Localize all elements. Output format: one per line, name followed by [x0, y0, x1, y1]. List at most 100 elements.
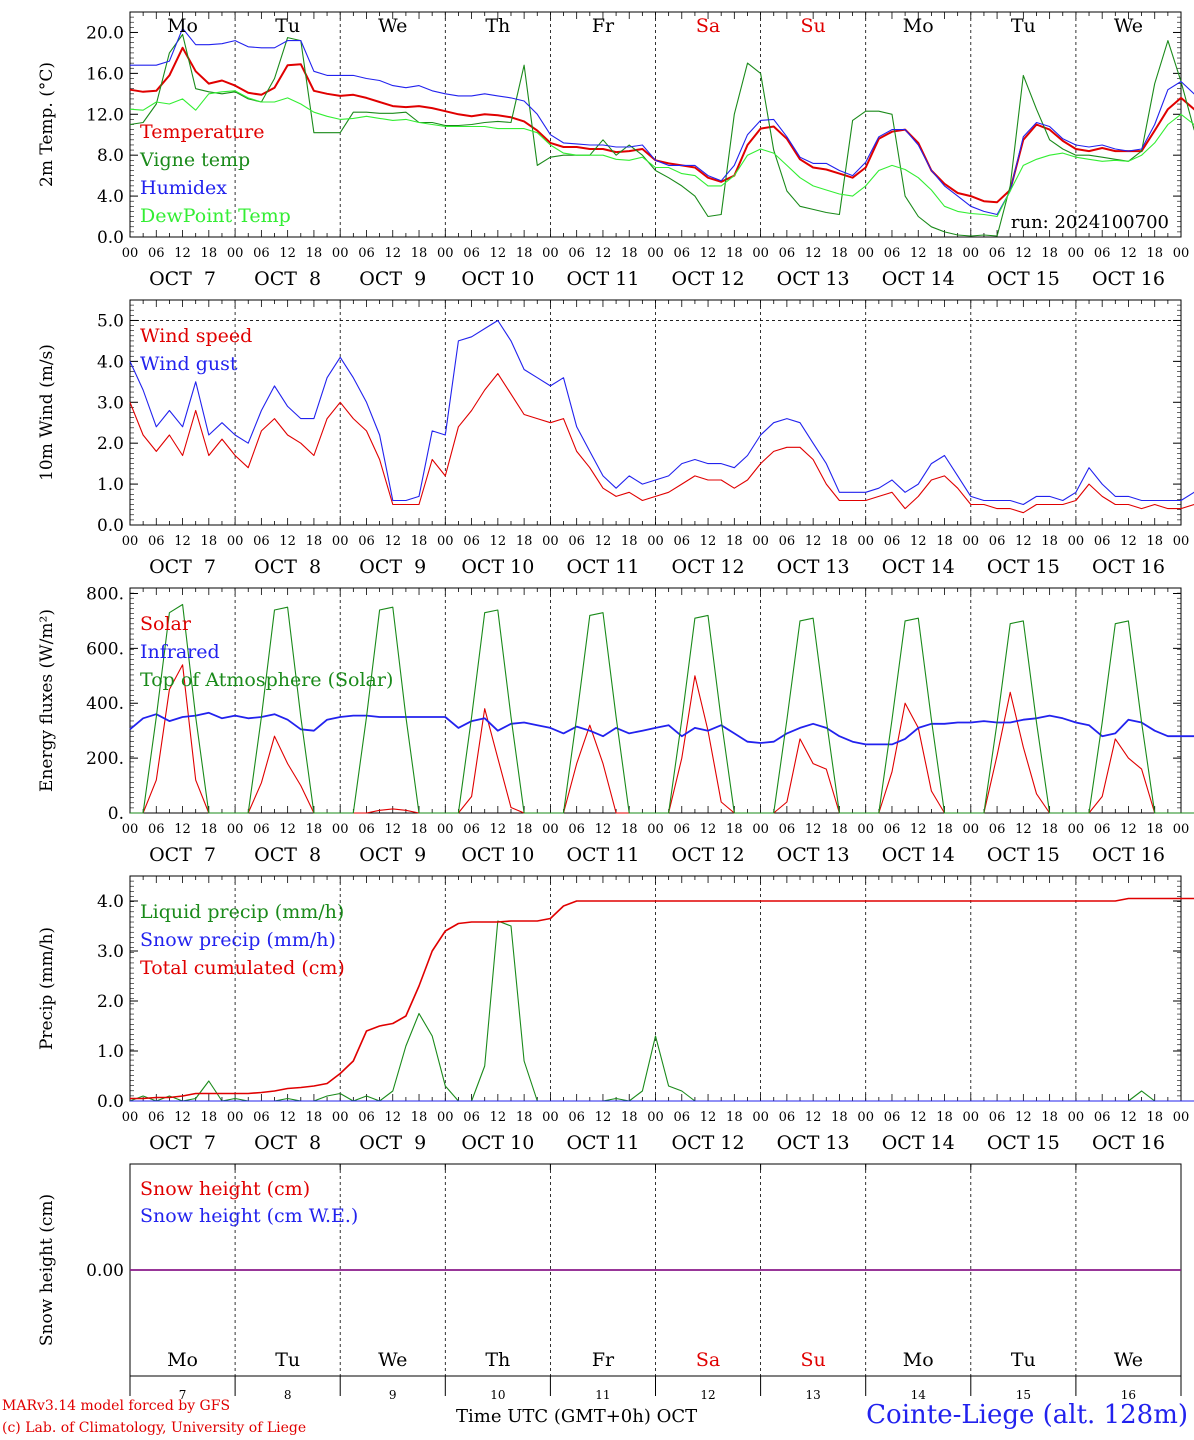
hour-label: 12: [174, 246, 191, 261]
y-tick-label: 1.0: [97, 1042, 124, 1062]
hour-label: 12: [805, 1110, 822, 1125]
hour-label: 06: [779, 822, 796, 837]
y-axis-label: Snow height (cm): [37, 1194, 57, 1346]
hour-label: 00: [1173, 534, 1190, 549]
hour-label: 06: [358, 534, 375, 549]
y-tick-label: 5.0: [97, 311, 124, 331]
date-label: OCT 12: [672, 556, 745, 578]
legend-entry: Snow height (cm W.E.): [140, 1205, 358, 1227]
hour-label: 06: [884, 822, 901, 837]
hour-label: 12: [384, 822, 401, 837]
hour-label: 12: [384, 534, 401, 549]
y-tick-label: 3.0: [97, 942, 124, 962]
date-label: OCT 10: [461, 1132, 534, 1154]
hour-label: 06: [148, 822, 165, 837]
weekday-label: Tu: [275, 1349, 300, 1371]
hour-label: 18: [201, 246, 218, 261]
hour-label: 12: [910, 534, 927, 549]
hour-label: 06: [989, 822, 1006, 837]
day-number: 12: [700, 1388, 715, 1402]
hour-label: 12: [279, 534, 296, 549]
y-tick-label: 4.0: [97, 892, 124, 912]
hour-label: 18: [201, 822, 218, 837]
hour-label: 06: [884, 534, 901, 549]
date-label: OCT 11: [566, 268, 639, 290]
hour-label: 12: [805, 822, 822, 837]
y-axis-label: Precip (mm/h): [37, 927, 57, 1050]
date-label: OCT 8: [254, 1132, 321, 1154]
series-line-2: [129, 711, 1194, 746]
hour-label: 06: [989, 534, 1006, 549]
y-tick-label: 4.0: [97, 352, 124, 372]
day-number: 15: [1016, 1388, 1031, 1402]
date-label: OCT 15: [987, 268, 1060, 290]
y-tick-label: 16.0: [86, 64, 124, 84]
y-tick-label: 800.: [86, 584, 124, 604]
panel-1: 0.0 4.0 8.0 12.0 16.0 20.0 2m Temp. (°C) Temper…: [37, 11, 1194, 290]
hour-label: 00: [857, 822, 874, 837]
hour-label: 06: [358, 246, 375, 261]
hour-label: 12: [700, 534, 717, 549]
hour-label: 00: [542, 534, 559, 549]
hour-label: 18: [1146, 822, 1163, 837]
legend-entry: Liquid precip (mm/h): [140, 901, 344, 923]
day-number: 9: [389, 1388, 397, 1402]
hour-label: 00: [647, 246, 664, 261]
date-label: OCT 11: [566, 556, 639, 578]
day-number: 10: [490, 1388, 505, 1402]
hour-label: 06: [568, 822, 585, 837]
hour-label: 00: [1068, 246, 1085, 261]
date-label: OCT 9: [359, 844, 426, 866]
y-tick-label: 2.0: [97, 992, 124, 1012]
weekday-label: Su: [801, 1349, 826, 1371]
hour-label: 12: [700, 1110, 717, 1125]
date-label: OCT 15: [987, 1132, 1060, 1154]
hour-label: 00: [437, 822, 454, 837]
date-label: OCT 7: [149, 1132, 216, 1154]
hour-label: 12: [1015, 1110, 1032, 1125]
hour-label: 18: [411, 1110, 428, 1125]
hour-label: 00: [437, 534, 454, 549]
time-axis-label: Time UTC (GMT+0h) OCT: [456, 1406, 698, 1427]
hour-label: 18: [726, 246, 743, 261]
date-label: OCT 7: [149, 268, 216, 290]
date-label: OCT 13: [777, 1132, 850, 1154]
hour-label: 00: [1173, 1110, 1190, 1125]
series-line-3: [130, 897, 1194, 1100]
legend-entry: Top of Atmosphere (Solar): [140, 669, 393, 691]
hour-label: 12: [174, 534, 191, 549]
weekday-label: Mo: [167, 1349, 198, 1371]
hour-label: 00: [857, 534, 874, 549]
hour-label: 18: [621, 534, 638, 549]
date-label: OCT 14: [882, 268, 955, 290]
y-tick-label: 1.0: [97, 475, 124, 495]
date-label: OCT 10: [461, 268, 534, 290]
hour-label: 06: [884, 246, 901, 261]
hour-label: 00: [752, 534, 769, 549]
hour-label: 06: [1094, 822, 1111, 837]
hour-label: 18: [411, 246, 428, 261]
hour-label: 12: [490, 822, 507, 837]
legend-entry: Snow precip (mm/h): [140, 929, 336, 951]
hour-label: 00: [542, 822, 559, 837]
hour-label: 18: [1041, 534, 1058, 549]
hour-label: 18: [306, 1110, 323, 1125]
panel-3: 0. 200. 400. 600. 800. Energy fluxes (W/m²) So…: [37, 584, 1194, 866]
date-label: OCT 10: [461, 556, 534, 578]
weekday-label: We: [1114, 1349, 1143, 1371]
hour-label: 12: [910, 822, 927, 837]
date-label: OCT 16: [1092, 1132, 1165, 1154]
hour-label: 12: [1015, 246, 1032, 261]
hour-label: 00: [752, 1110, 769, 1125]
hour-label: 06: [568, 246, 585, 261]
hour-label: 12: [384, 246, 401, 261]
weekday-label: Sa: [696, 1349, 720, 1371]
weekday-label: Su: [801, 15, 826, 37]
y-tick-label: 400.: [86, 694, 124, 714]
date-label: OCT 15: [987, 556, 1060, 578]
hour-label: 18: [726, 1110, 743, 1125]
hour-label: 00: [647, 822, 664, 837]
y-tick-label: 12.0: [86, 105, 124, 125]
weekday-label: Tu: [275, 15, 300, 37]
day-number: 11: [595, 1388, 610, 1402]
